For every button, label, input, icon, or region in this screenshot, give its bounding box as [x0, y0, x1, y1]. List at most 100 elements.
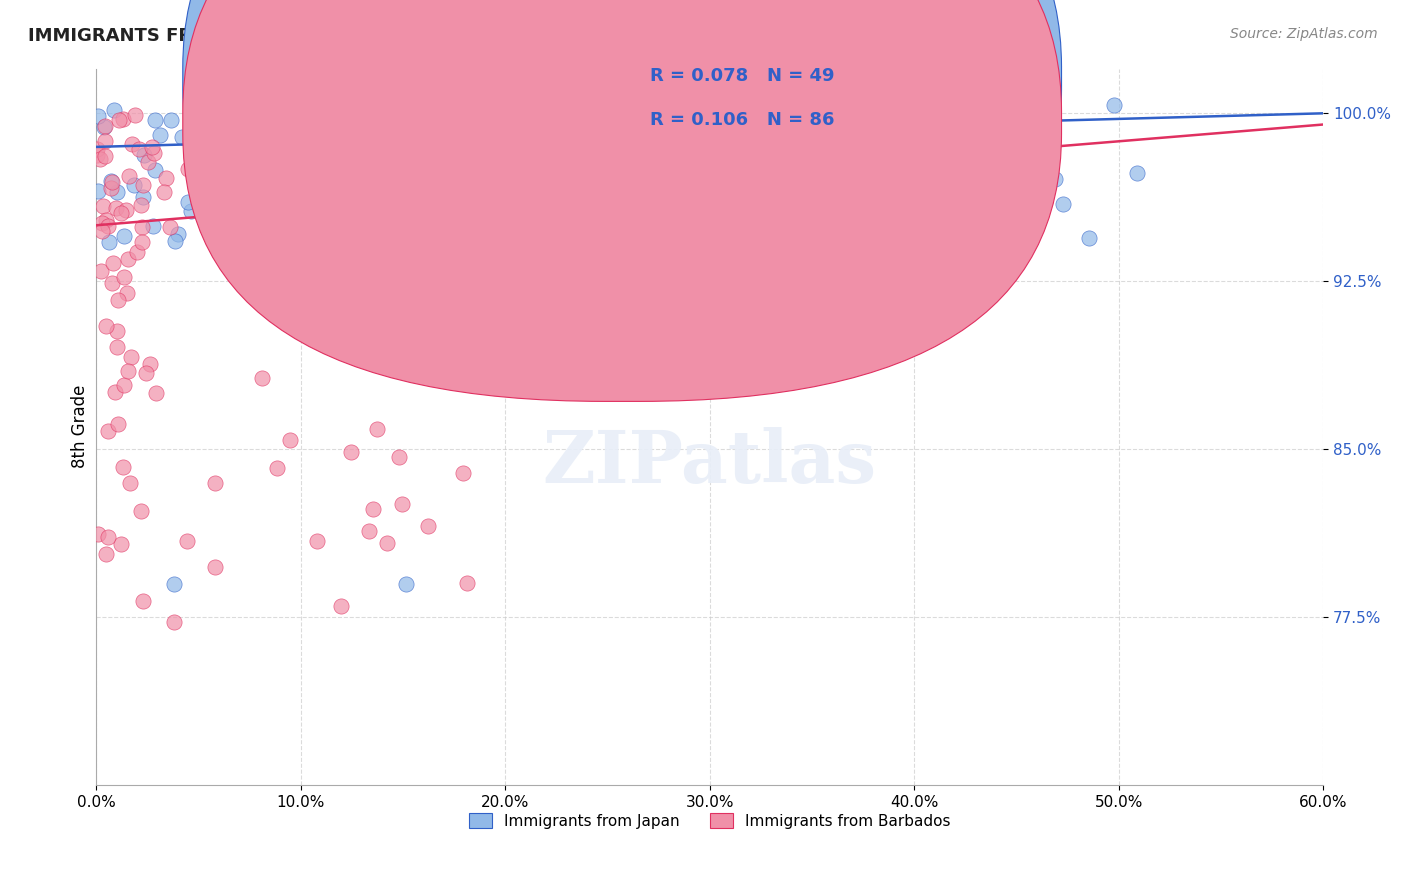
Immigrants from Japan: [142, 219, 165, 233]
Immigrants from Barbados: [97, 530, 120, 544]
Immigrants from Japan: [1052, 196, 1074, 211]
Immigrants from Barbados: [475, 248, 498, 262]
Immigrants from Barbados: [357, 524, 380, 539]
Immigrants from Barbados: [266, 460, 288, 475]
Immigrants from Barbados: [204, 475, 226, 490]
Immigrants from Japan: [124, 178, 146, 193]
Immigrants from Barbados: [155, 171, 177, 186]
Immigrants from Japan: [373, 202, 395, 217]
Text: Source: ZipAtlas.com: Source: ZipAtlas.com: [1230, 27, 1378, 41]
Immigrants from Japan: [984, 191, 1007, 205]
Immigrants from Barbados: [366, 422, 388, 436]
Immigrants from Barbados: [104, 385, 127, 400]
Immigrants from Barbados: [340, 444, 363, 458]
Immigrants from Barbados: [307, 533, 329, 548]
Immigrants from Barbados: [117, 252, 139, 266]
Immigrants from Japan: [333, 205, 356, 219]
Immigrants from Japan: [202, 96, 225, 111]
Immigrants from Japan: [132, 148, 155, 162]
Immigrants from Barbados: [321, 275, 343, 289]
Immigrants from Barbados: [90, 224, 112, 238]
Immigrants from Japan: [1078, 231, 1101, 245]
Immigrants from Japan: [143, 162, 166, 177]
Immigrants from Barbados: [94, 547, 117, 561]
Immigrants from Japan: [290, 196, 312, 211]
Immigrants from Barbados: [87, 527, 110, 541]
Immigrants from Barbados: [456, 575, 478, 590]
Immigrants from Japan: [180, 204, 202, 219]
Immigrants from Barbados: [262, 235, 284, 249]
Immigrants from Barbados: [416, 519, 439, 533]
Immigrants from Japan: [163, 576, 186, 591]
Immigrants from Japan: [87, 184, 110, 198]
Immigrants from Barbados: [100, 181, 122, 195]
Immigrants from Japan: [567, 197, 589, 211]
Immigrants from Japan: [198, 121, 221, 136]
Immigrants from Barbados: [101, 276, 124, 290]
Immigrants from Barbados: [392, 219, 415, 233]
Immigrants from Barbados: [132, 594, 155, 608]
Immigrants from Barbados: [90, 264, 112, 278]
Immigrants from Japan: [143, 112, 166, 127]
Immigrants from Barbados: [94, 318, 117, 333]
Immigrants from Barbados: [94, 213, 117, 227]
Immigrants from Barbados: [86, 148, 108, 162]
Immigrants from Barbados: [204, 560, 226, 574]
Immigrants from Japan: [589, 177, 612, 191]
Immigrants from Barbados: [97, 424, 120, 438]
Immigrants from Japan: [613, 98, 636, 112]
Immigrants from Barbados: [145, 386, 167, 401]
Immigrants from Barbados: [93, 119, 115, 133]
Immigrants from Japan: [1102, 98, 1125, 112]
Immigrants from Japan: [190, 188, 212, 202]
Immigrants from Japan: [100, 174, 122, 188]
Immigrants from Barbados: [124, 108, 146, 122]
Immigrants from Barbados: [105, 340, 128, 354]
Immigrants from Barbados: [239, 244, 262, 258]
Immigrants from Japan: [105, 185, 128, 199]
Immigrants from Barbados: [115, 285, 138, 300]
Immigrants from Japan: [1031, 180, 1053, 194]
Immigrants from Barbados: [131, 235, 153, 249]
Immigrants from Barbados: [329, 599, 352, 614]
Immigrants from Barbados: [388, 450, 411, 464]
Immigrants from Barbados: [111, 460, 134, 475]
Immigrants from Japan: [149, 128, 172, 142]
Immigrants from Barbados: [94, 134, 117, 148]
Immigrants from Japan: [167, 227, 190, 241]
Immigrants from Barbados: [135, 366, 157, 380]
Immigrants from Barbados: [131, 219, 153, 234]
Immigrants from Barbados: [247, 268, 270, 282]
Immigrants from Barbados: [120, 350, 142, 364]
Immigrants from Barbados: [112, 270, 135, 285]
Immigrants from Barbados: [121, 137, 143, 152]
Immigrants from Barbados: [176, 534, 198, 549]
Immigrants from Barbados: [100, 175, 122, 189]
Immigrants from Barbados: [117, 363, 139, 377]
Immigrants from Japan: [1043, 171, 1066, 186]
Immigrants from Barbados: [139, 357, 162, 371]
Immigrants from Barbados: [107, 417, 129, 431]
Immigrants from Barbados: [128, 142, 150, 156]
Immigrants from Japan: [163, 235, 186, 249]
Immigrants from Barbados: [375, 536, 398, 550]
Immigrants from Barbados: [131, 197, 153, 211]
Immigrants from Japan: [177, 194, 200, 209]
Text: R = 0.106   N = 86: R = 0.106 N = 86: [650, 112, 834, 129]
Immigrants from Barbados: [110, 537, 132, 551]
Immigrants from Japan: [160, 112, 183, 127]
Immigrants from Japan: [222, 154, 245, 169]
Immigrants from Barbados: [110, 205, 132, 219]
Immigrants from Japan: [132, 190, 155, 204]
Y-axis label: 8th Grade: 8th Grade: [72, 385, 89, 468]
Immigrants from Barbados: [451, 466, 474, 480]
Immigrants from Barbados: [250, 371, 273, 385]
Immigrants from Japan: [205, 217, 228, 231]
Immigrants from Barbados: [89, 152, 111, 166]
Immigrants from Barbados: [112, 377, 135, 392]
Immigrants from Barbados: [143, 146, 166, 161]
Immigrants from Japan: [472, 198, 495, 212]
Immigrants from Barbados: [91, 198, 114, 212]
Immigrants from Japan: [112, 229, 135, 244]
Immigrants from Japan: [562, 169, 585, 183]
